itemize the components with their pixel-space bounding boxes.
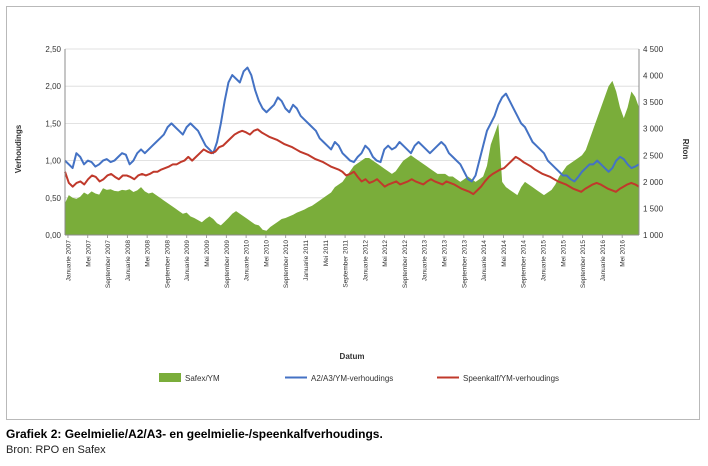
x-tick-label: Januarie 2016: [600, 240, 607, 282]
y-right-tick-label: 2 500: [643, 151, 664, 160]
series-area-safex-ym: [65, 80, 639, 235]
x-tick-label: Januarie 2011: [303, 240, 310, 281]
legend-label-a2-a3-ym-verhoudings: A2/A3/YM-verhoudings: [311, 374, 393, 383]
x-tick-label: September 2010: [283, 240, 290, 288]
x-tick-label: September 2014: [521, 240, 528, 288]
x-tick-label: Mei 2013: [442, 240, 449, 267]
legend: Safex/YM A2/A3/YM-verhoudings Speenkalf/YM…: [159, 373, 559, 383]
y-axis-left-title: Verhoudings: [14, 124, 23, 173]
y-left-tick-label: 1,00: [45, 157, 61, 166]
legend-label-safex-ym: Safex/YM: [185, 374, 220, 383]
x-tick-label: Mei 2014: [501, 240, 508, 267]
x-tick-label: September 2007: [105, 240, 112, 288]
y-axis-right-ticks: 1 000 1 500 2 000 2 500 3 000 3 500 4 000 4 500: [643, 45, 664, 240]
line-series: [64, 66, 640, 196]
x-tick-label: Januarie 2013: [422, 240, 429, 282]
x-tick-label: Januarie 2015: [541, 240, 548, 282]
figure-caption: Grafiek 2: Geelmielie/A2/A3- en geelmiel…: [6, 427, 383, 441]
legend-swatch-safex-ym: [159, 373, 181, 382]
x-tick-label: Januarie 2010: [244, 240, 251, 282]
chart-frame: 0,00 0,50 1,00 1,50 2,00 2,50 1 000 1 500 2 000…: [6, 6, 700, 420]
x-tick-label: Mei 2011: [323, 240, 330, 267]
x-tick-label: Januarie 2014: [481, 240, 488, 282]
y-right-tick-label: 1 500: [643, 204, 664, 213]
x-tick-label: Januarie 2012: [362, 240, 369, 282]
x-tick-label: Mei 2015: [560, 240, 567, 267]
legend-label-speenkalf-ym-verhoudings: Speenkalf/YM-verhoudings: [463, 374, 559, 383]
x-tick-label: Mei 2010: [263, 240, 270, 267]
x-tick-label: Januarie 2009: [184, 240, 191, 282]
x-tick-label: Mei 2012: [382, 240, 389, 267]
x-tick-label: September 2013: [461, 240, 468, 288]
y-right-tick-label: 4 000: [643, 72, 664, 81]
y-right-tick-label: 3 000: [643, 125, 664, 134]
series-line-speenkalf-ym-verhoudings: [64, 128, 640, 196]
y-right-tick-label: 3 500: [643, 98, 664, 107]
x-tick-label: September 2012: [402, 240, 409, 288]
y-right-tick-label: 2 000: [643, 178, 664, 187]
y-axis-right-title: R/ton: [681, 139, 690, 160]
x-tick-label: Mei 2016: [620, 240, 627, 267]
x-tick-label: Mei 2008: [145, 240, 152, 267]
safex-area-series: [65, 80, 639, 235]
x-tick-label: September 2008: [164, 240, 171, 288]
y-left-tick-label: 0,00: [45, 231, 61, 240]
y-left-tick-label: 1,50: [45, 119, 61, 128]
x-axis-ticks: Januarie 2007 Mei 2007 September 2007 Janua…: [66, 235, 627, 288]
y-left-tick-label: 2,50: [45, 45, 61, 54]
y-right-tick-label: 1 000: [643, 231, 664, 240]
y-right-tick-label: 4 500: [643, 45, 664, 54]
y-left-tick-label: 2,00: [45, 82, 61, 91]
x-tick-label: September 2015: [580, 240, 587, 288]
y-left-tick-label: 0,50: [45, 194, 61, 203]
figure-source: Bron: RPO en Safex: [6, 444, 106, 456]
x-tick-label: September 2009: [224, 240, 231, 288]
x-tick-label: Mei 2007: [85, 240, 92, 267]
chart: 0,00 0,50 1,00 1,50 2,00 2,50 1 000 1 500 2 000…: [14, 45, 690, 383]
x-tick-label: Januarie 2008: [125, 240, 132, 282]
x-axis-title: Datum: [340, 352, 365, 361]
x-tick-label: Januarie 2007: [66, 240, 73, 282]
y-axis-left-ticks: 0,00 0,50 1,00 1,50 2,00 2,50: [45, 45, 61, 240]
x-tick-label: Mei 2009: [204, 240, 211, 267]
x-tick-label: September 2011: [343, 240, 350, 288]
series-line-a2-a3-ym-verhoudings: [64, 66, 640, 183]
